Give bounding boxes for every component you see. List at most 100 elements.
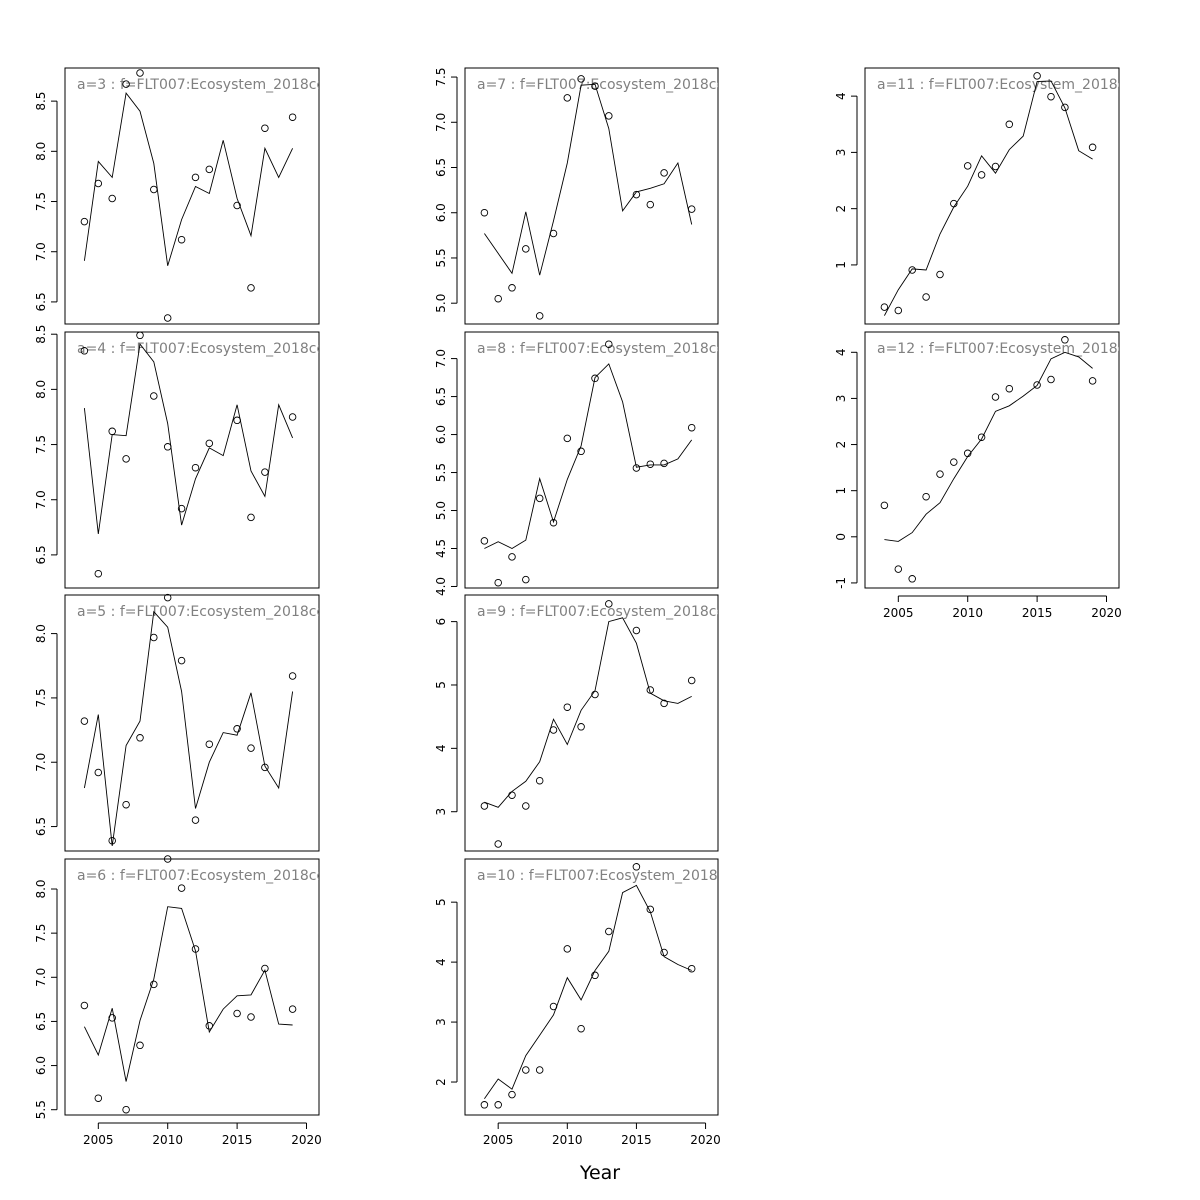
y-tick-label: 4 bbox=[434, 958, 448, 966]
plot-frame bbox=[64, 67, 320, 325]
y-tick-label: 7.0 bbox=[434, 349, 448, 368]
data-point bbox=[577, 447, 585, 456]
y-tick-label: 8.0 bbox=[34, 879, 48, 898]
data-point bbox=[563, 434, 572, 443]
data-point bbox=[136, 1041, 144, 1050]
y-tick-label: 6.5 bbox=[34, 545, 48, 564]
data-point bbox=[922, 293, 930, 301]
data-point bbox=[605, 600, 613, 608]
y-tick-label: 8.0 bbox=[34, 380, 48, 399]
data-point bbox=[191, 173, 200, 182]
data-point bbox=[122, 800, 130, 809]
data-point bbox=[247, 513, 255, 522]
data-point bbox=[288, 672, 297, 680]
data-point bbox=[1047, 92, 1055, 101]
y-tick-label: 2 bbox=[834, 205, 848, 213]
data-point bbox=[233, 725, 241, 733]
data-point bbox=[632, 464, 641, 472]
y-tick-label: 7.5 bbox=[34, 924, 48, 943]
fitted-line bbox=[484, 884, 692, 1100]
data-point bbox=[936, 470, 944, 478]
plot-frame bbox=[864, 67, 1120, 325]
y-tick-label: 4.5 bbox=[434, 539, 448, 558]
data-point bbox=[163, 314, 172, 322]
y-tick-label: 6.5 bbox=[434, 158, 448, 177]
x-tick-label: 2010 bbox=[952, 606, 983, 620]
data-point bbox=[577, 1024, 585, 1033]
data-point bbox=[1033, 72, 1041, 80]
x-tick-label: 2005 bbox=[883, 606, 914, 620]
plot-frame bbox=[464, 858, 719, 1116]
fitted-line bbox=[83, 92, 294, 266]
y-tick-label: 4 bbox=[434, 745, 448, 753]
data-point bbox=[136, 69, 144, 77]
data-point bbox=[605, 112, 613, 120]
data-point bbox=[991, 393, 1000, 401]
data-point bbox=[1005, 120, 1014, 129]
plot-frame bbox=[464, 67, 719, 325]
x-tick-label: 2010 bbox=[152, 1133, 183, 1147]
panel-4: a=6 : f=FLT007:Ecosystem_2018cor 5.5 6.0 6.… bbox=[34, 855, 331, 1147]
data-point bbox=[977, 433, 986, 441]
data-point bbox=[660, 459, 668, 468]
plot-frame bbox=[64, 331, 320, 589]
data-point bbox=[632, 190, 641, 199]
panel-label: a=8 : f=FLT007:Ecosystem_2018cor bbox=[477, 341, 731, 357]
panel-5: a=7 : f=FLT007:Ecosystem_2018cor 5.0 5.5 6.… bbox=[434, 67, 719, 325]
y-tick-label: 7.0 bbox=[34, 753, 48, 772]
data-point bbox=[632, 863, 641, 871]
y-tick-label: 7.0 bbox=[34, 490, 48, 509]
x-tick-label: 2020 bbox=[1091, 606, 1122, 620]
data-point bbox=[522, 1066, 530, 1074]
data-point bbox=[605, 927, 613, 936]
x-tick-label: 2015 bbox=[621, 1133, 652, 1147]
data-point bbox=[687, 676, 696, 685]
data-point bbox=[605, 340, 613, 348]
data-point bbox=[660, 169, 668, 177]
data-point bbox=[1047, 375, 1055, 384]
data-point bbox=[549, 229, 558, 238]
data-point bbox=[922, 492, 930, 501]
data-point bbox=[646, 200, 655, 209]
x-tick-label: 2015 bbox=[1022, 606, 1053, 620]
y-tick-label: 5 bbox=[434, 898, 448, 906]
y-tick-label: 5.0 bbox=[434, 501, 448, 520]
data-point bbox=[108, 1014, 116, 1022]
panel-3: a=5 : f=FLT007:Ecosystem_2018cor 6.5 7.0 7.… bbox=[34, 593, 320, 852]
panel-label: a=4 : f=FLT007:Ecosystem_2018cor bbox=[77, 341, 331, 357]
data-point bbox=[563, 945, 572, 953]
data-point bbox=[908, 266, 916, 274]
data-point bbox=[80, 1001, 89, 1010]
data-point bbox=[177, 504, 186, 513]
data-point bbox=[80, 347, 89, 355]
y-tick-label: 6 bbox=[434, 618, 448, 626]
data-point bbox=[191, 945, 200, 953]
data-point bbox=[646, 686, 655, 694]
data-point bbox=[632, 626, 641, 635]
panel-label: a=6 : f=FLT007:Ecosystem_2018cor bbox=[77, 868, 331, 884]
panel-label: a=11 : f=FLT007:Ecosystem_2018cor bbox=[877, 77, 1140, 93]
data-point bbox=[177, 235, 186, 244]
data-point bbox=[205, 439, 214, 448]
x-tick-label: 2010 bbox=[552, 1133, 583, 1147]
data-point bbox=[591, 82, 599, 90]
x-tick-label: 2015 bbox=[222, 1133, 253, 1147]
data-point bbox=[591, 374, 599, 383]
data-point bbox=[233, 1009, 241, 1018]
data-point bbox=[1088, 377, 1097, 385]
data-point bbox=[535, 494, 544, 503]
data-point bbox=[261, 763, 269, 772]
y-tick-label: 8.0 bbox=[34, 142, 48, 161]
x-axis-title: Year bbox=[579, 1162, 620, 1184]
data-point bbox=[163, 593, 172, 602]
y-tick-label: 3 bbox=[434, 808, 448, 816]
data-point bbox=[535, 312, 544, 320]
fitted-line bbox=[83, 906, 293, 1082]
plot-frame bbox=[464, 594, 719, 852]
data-point bbox=[150, 980, 158, 989]
data-point bbox=[261, 468, 269, 476]
data-point bbox=[108, 194, 116, 203]
data-point bbox=[288, 413, 297, 421]
y-tick-label: 4.0 bbox=[434, 577, 448, 596]
y-tick-label: 7.0 bbox=[434, 113, 448, 132]
